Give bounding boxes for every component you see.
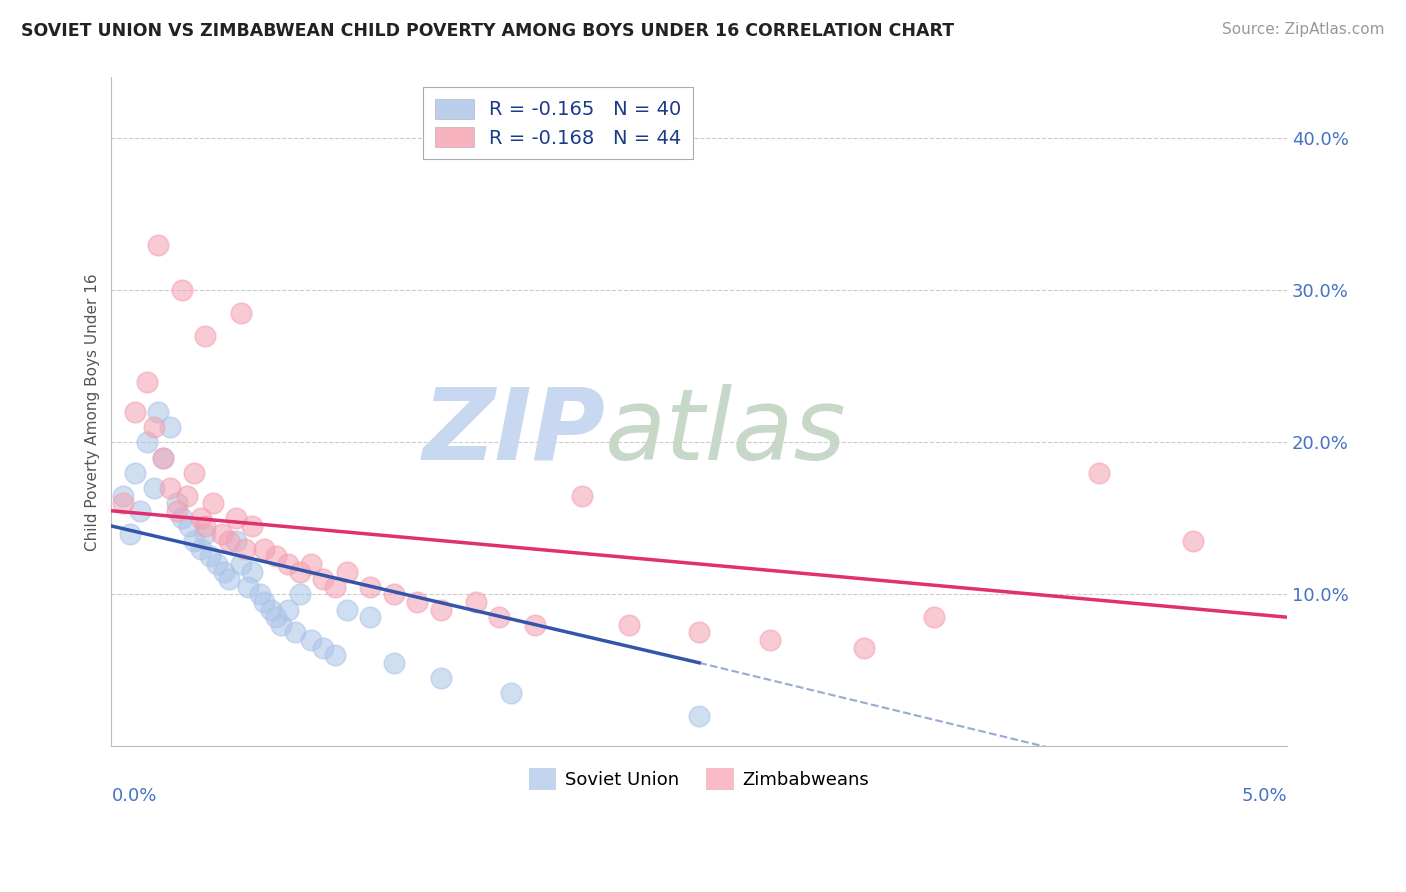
Point [198, 549, 221, 564]
Point [120, 526, 142, 541]
Point [759, 632, 782, 647]
Point [249, 587, 271, 601]
Point [194, 329, 217, 343]
Point [253, 541, 276, 556]
Point [429, 602, 451, 616]
Point [242, 565, 264, 579]
Point [288, 587, 311, 601]
Point [264, 549, 287, 564]
Point [277, 557, 299, 571]
Point [177, 519, 200, 533]
Point [152, 450, 174, 465]
Point [166, 496, 188, 510]
Point [166, 504, 188, 518]
Legend: R = -0.165   N = 40, R = -0.168   N = 44: R = -0.165 N = 40, R = -0.168 N = 44 [423, 87, 693, 160]
Y-axis label: Child Poverty Among Boys Under 16: Child Poverty Among Boys Under 16 [86, 273, 100, 550]
Point [1182, 534, 1205, 549]
Point [148, 405, 170, 419]
Text: 0.0%: 0.0% [111, 787, 157, 805]
Point [382, 656, 405, 670]
Point [464, 595, 486, 609]
Point [406, 595, 429, 609]
Point [382, 587, 405, 601]
Text: ZIP: ZIP [422, 384, 605, 481]
Point [112, 496, 135, 510]
Point [312, 572, 335, 586]
Point [142, 420, 165, 434]
Point [688, 625, 710, 640]
Point [1088, 466, 1111, 480]
Text: Source: ZipAtlas.com: Source: ZipAtlas.com [1222, 22, 1385, 37]
Point [270, 617, 292, 632]
Point [152, 450, 174, 465]
Point [523, 617, 546, 632]
Point [688, 709, 710, 723]
Point [335, 565, 357, 579]
Point [190, 511, 212, 525]
Point [159, 420, 181, 434]
Point [571, 489, 593, 503]
Point [323, 648, 346, 663]
Point [501, 686, 523, 700]
Point [176, 489, 198, 503]
Point [242, 519, 264, 533]
Point [142, 481, 165, 495]
Point [183, 534, 205, 549]
Point [312, 640, 335, 655]
Point [288, 565, 311, 579]
Point [201, 496, 224, 510]
Point [194, 526, 217, 541]
Point [617, 617, 640, 632]
Point [225, 511, 247, 525]
Point [205, 557, 228, 571]
Point [924, 610, 946, 624]
Point [159, 481, 181, 495]
Point [170, 511, 193, 525]
Point [359, 580, 381, 594]
Point [264, 610, 287, 624]
Point [135, 435, 157, 450]
Point [335, 602, 357, 616]
Point [128, 504, 150, 518]
Point [190, 541, 212, 556]
Point [135, 375, 157, 389]
Point [284, 625, 307, 640]
Point [235, 541, 257, 556]
Point [112, 489, 135, 503]
Point [218, 572, 240, 586]
Point [124, 466, 146, 480]
Point [183, 466, 205, 480]
Point [229, 306, 252, 320]
Point [229, 557, 252, 571]
Point [488, 610, 510, 624]
Point [253, 595, 276, 609]
Point [260, 602, 283, 616]
Point [124, 405, 146, 419]
Point [214, 565, 236, 579]
Text: atlas: atlas [605, 384, 846, 481]
Text: 5.0%: 5.0% [1241, 787, 1286, 805]
Point [170, 283, 193, 297]
Point [236, 580, 259, 594]
Point [194, 519, 217, 533]
Point [225, 534, 247, 549]
Point [218, 534, 240, 549]
Point [323, 580, 346, 594]
Point [852, 640, 875, 655]
Point [429, 671, 451, 685]
Point [211, 526, 233, 541]
Point [359, 610, 381, 624]
Point [299, 557, 322, 571]
Point [277, 602, 299, 616]
Point [299, 632, 322, 647]
Text: SOVIET UNION VS ZIMBABWEAN CHILD POVERTY AMONG BOYS UNDER 16 CORRELATION CHART: SOVIET UNION VS ZIMBABWEAN CHILD POVERTY… [21, 22, 955, 40]
Point [148, 237, 170, 252]
